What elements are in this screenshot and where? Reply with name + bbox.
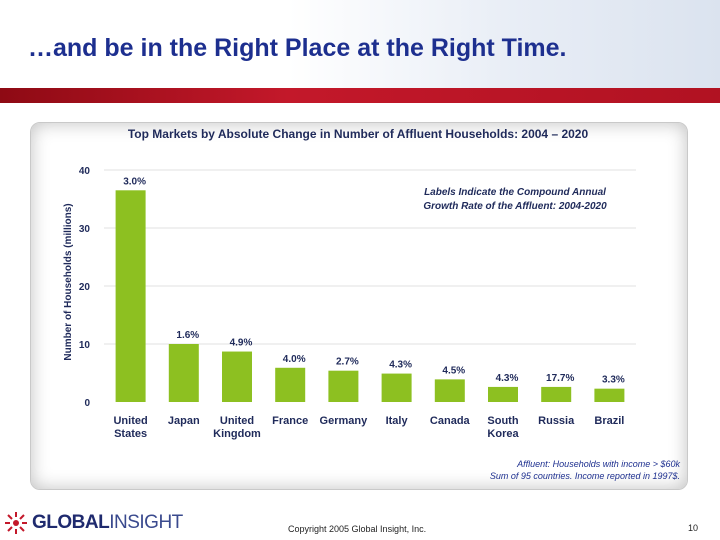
x-category-label: States <box>114 428 147 440</box>
x-category-label: United <box>113 415 147 427</box>
footnote: Affluent: Households with income > $60k … <box>490 458 680 482</box>
bar-data-label: 4.0% <box>283 354 306 365</box>
logo-text-bold: GLOBAL <box>32 512 110 533</box>
bar-data-label: 1.6% <box>176 330 199 341</box>
x-category-label: France <box>272 415 308 427</box>
chart-bars <box>115 190 625 402</box>
annotation-line-2: Growth Rate of the Affluent: 2004-2020 <box>423 201 607 212</box>
header-background <box>0 0 720 90</box>
page-number: 10 <box>687 523 698 533</box>
bar <box>168 344 199 402</box>
bar <box>222 351 252 402</box>
y-axis-title: Number of Households (millions) <box>63 203 74 360</box>
y-axis-tick-labels: 0 10 20 30 40 <box>79 166 91 409</box>
chart-panel <box>30 122 688 490</box>
bar-data-label: 2.7% <box>336 357 359 368</box>
bar <box>328 370 359 402</box>
y-tick-label: 30 <box>79 224 91 235</box>
y-tick-label: 10 <box>79 340 91 351</box>
y-tick-label: 20 <box>79 282 91 293</box>
bar <box>381 373 412 402</box>
bar-data-label: 17.7% <box>546 373 574 384</box>
x-category-label: Germany <box>320 415 369 427</box>
y-tick-label: 0 <box>84 398 90 409</box>
bar <box>275 367 306 402</box>
x-category-label: Canada <box>430 415 471 427</box>
copyright-notice: Copyright 2005 Global Insight, Inc. <box>288 524 427 534</box>
x-category-label: South <box>487 415 518 427</box>
header-red-bar <box>0 88 720 103</box>
bar <box>434 379 465 402</box>
logo-burst-icon <box>5 512 27 534</box>
footnote-line-1: Affluent: Households with income > $60k <box>517 459 680 469</box>
bar-data-labels: 3.0% 1.6% 4.9% 4.0% 2.7% 4.3% 4.5% 4.3% 17.7% 3.3… <box>123 176 625 385</box>
bar-data-label: 4.3% <box>389 360 412 371</box>
x-category-label: Korea <box>487 428 519 440</box>
logo-text-thin: INSIGHT <box>109 512 183 533</box>
x-category-label: United <box>220 415 254 427</box>
x-category-label: Brazil <box>594 415 624 427</box>
bar-data-label: 4.9% <box>230 338 253 349</box>
bar <box>115 190 146 402</box>
bar-data-label: 4.3% <box>496 373 519 384</box>
x-category-label: Russia <box>538 415 575 427</box>
x-category-label: Kingdom <box>213 428 261 440</box>
annotation-line-1: Labels Indicate the Compound Annual <box>424 187 606 198</box>
footnote-line-2: Sum of 95 countries. Income reported in … <box>489 471 680 481</box>
slide-title: …and be in the Right Place at the Right … <box>28 34 567 62</box>
x-category-label: Japan <box>168 415 200 427</box>
bar-data-label: 3.3% <box>602 375 625 386</box>
bar-data-label: 3.0% <box>123 176 146 187</box>
bar <box>541 386 572 402</box>
y-tick-label: 40 <box>79 166 91 177</box>
bar <box>594 388 625 402</box>
bar <box>488 386 518 402</box>
x-category-label: Italy <box>386 415 409 427</box>
chart-title: Top Markets by Absolute Change in Number… <box>127 127 589 141</box>
company-logo: GLOBALINSIGHT <box>4 508 183 538</box>
bar-data-label: 4.5% <box>442 365 465 376</box>
logo-text: GLOBALINSIGHT <box>32 512 183 534</box>
